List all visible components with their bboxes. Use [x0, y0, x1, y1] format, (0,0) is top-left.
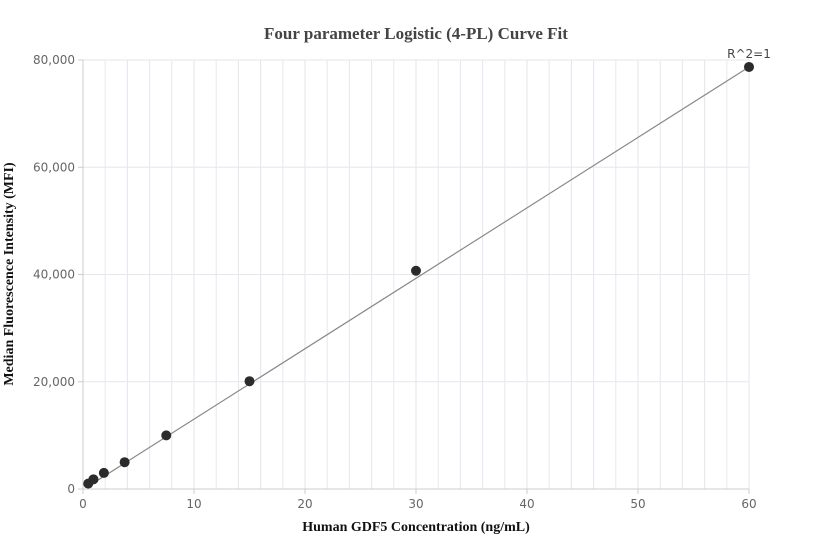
grid-lines: [83, 59, 750, 489]
x-axis-label: Human GDF5 Concentration (ng/mL): [302, 520, 530, 535]
data-point: [161, 430, 172, 441]
x-tick-label: 30: [408, 497, 423, 511]
x-tick-label: 10: [186, 497, 201, 511]
y-tick-label: 0: [67, 482, 75, 496]
y-tick-label: 40,000: [33, 268, 75, 282]
data-point: [119, 457, 130, 468]
x-tick-label: 20: [297, 497, 312, 511]
data-point: [88, 474, 99, 485]
y-tick-label: 80,000: [33, 53, 75, 67]
fit-line-group: [87, 66, 750, 487]
x-tick-label: 40: [519, 497, 534, 511]
chart-title: Four parameter Logistic (4-PL) Curve Fit: [264, 24, 568, 43]
data-point: [744, 61, 754, 72]
y-ticks: 0 20,000 40,000 60,000 80,000: [33, 53, 83, 496]
y-tick-label: 20,000: [33, 375, 75, 389]
y-axis-label: Median Fluorescence Intensity (MFI): [2, 162, 17, 386]
x-tick-label: 60: [741, 497, 756, 511]
x-ticks: 0 10 20 30 40 50 60: [79, 489, 757, 511]
x-tick-label: 0: [79, 497, 87, 511]
data-point: [244, 376, 255, 387]
x-tick-label: 50: [630, 497, 645, 511]
y-tick-label: 60,000: [33, 160, 75, 174]
data-point: [411, 265, 421, 276]
data-points: [83, 61, 754, 489]
data-point: [98, 467, 109, 478]
r-squared-annotation: R^2=1: [727, 47, 771, 61]
fit-line: [87, 66, 750, 487]
